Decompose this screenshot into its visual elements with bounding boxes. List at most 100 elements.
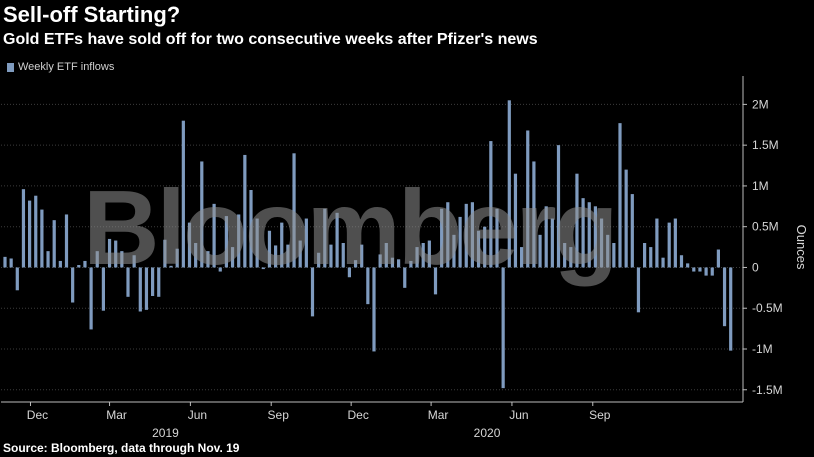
bar xyxy=(599,218,604,268)
bar xyxy=(556,145,561,268)
chart-subtitle: Gold ETFs have sold off for two consecut… xyxy=(3,31,538,48)
bar xyxy=(452,234,456,268)
y-axis-title: Ounces xyxy=(794,225,809,270)
bar xyxy=(237,214,241,268)
bar xyxy=(587,202,591,268)
bar xyxy=(40,209,44,268)
bar xyxy=(169,265,173,268)
y-tick-label: -1M xyxy=(752,342,773,356)
bar xyxy=(643,243,647,268)
bar xyxy=(384,243,388,268)
bar xyxy=(83,260,87,268)
bar xyxy=(9,258,13,268)
bar xyxy=(538,234,542,268)
bar xyxy=(280,222,284,268)
bar xyxy=(335,212,339,268)
bar xyxy=(581,198,585,268)
chart-title: Sell-off Starting? xyxy=(3,2,181,27)
bar xyxy=(58,260,62,268)
bar xyxy=(526,130,530,268)
bar xyxy=(520,247,524,268)
bar xyxy=(89,267,93,330)
bar xyxy=(317,252,321,268)
bar xyxy=(310,267,315,317)
bar xyxy=(446,202,450,268)
bar xyxy=(200,161,204,268)
bar xyxy=(77,265,81,268)
x-tick-label: Dec xyxy=(27,408,48,422)
bar xyxy=(476,230,481,268)
bar xyxy=(483,226,487,268)
bar xyxy=(618,123,622,268)
bar xyxy=(292,153,296,268)
bar xyxy=(569,247,573,268)
bar xyxy=(397,259,401,268)
bar xyxy=(243,154,247,268)
bar xyxy=(636,267,641,313)
bar xyxy=(692,267,696,272)
bar xyxy=(507,100,511,268)
bar xyxy=(120,251,124,268)
x-tick-label: Sep xyxy=(268,408,290,422)
bar xyxy=(513,173,518,268)
bar xyxy=(489,141,493,268)
bar xyxy=(612,243,616,268)
x-year-label: 2020 xyxy=(474,426,501,440)
bar xyxy=(46,251,50,268)
watermark: Bloomberg xyxy=(83,169,615,287)
bar xyxy=(267,230,272,268)
bar xyxy=(249,190,253,268)
bar xyxy=(673,218,677,268)
legend: Weekly ETF inflows xyxy=(7,61,114,73)
axes: 2M 1.5M 1M 0.5M 0 -0.5M -1M -1.5M Dec Mar Jun Sep De… xyxy=(1,76,809,440)
bar xyxy=(261,267,265,270)
bar xyxy=(298,240,302,268)
x-tick-label: Dec xyxy=(347,408,368,422)
bar xyxy=(427,240,431,268)
x-tick-label: Mar xyxy=(106,408,127,422)
bar xyxy=(255,218,259,268)
bar xyxy=(157,267,161,297)
bar xyxy=(95,251,99,268)
bar xyxy=(532,161,536,268)
bar xyxy=(686,263,690,268)
bar xyxy=(421,243,425,268)
bar xyxy=(132,255,136,268)
y-tick-label: -0.5M xyxy=(752,301,783,315)
bar xyxy=(64,214,69,268)
y-tick-label: 0 xyxy=(752,260,759,274)
bar xyxy=(464,203,468,268)
x-tick-label: Jun xyxy=(509,408,528,422)
bar xyxy=(212,203,216,268)
bar xyxy=(433,267,438,295)
bar xyxy=(403,267,407,288)
bar xyxy=(218,267,222,272)
bar xyxy=(501,267,505,389)
bar xyxy=(101,267,105,311)
x-tick-label: Jun xyxy=(188,408,207,422)
bar xyxy=(107,238,112,268)
bar xyxy=(415,247,419,268)
x-tick-label: Sep xyxy=(589,408,611,422)
bar xyxy=(286,244,290,268)
bar xyxy=(52,220,56,268)
bar xyxy=(563,243,567,268)
bar xyxy=(34,195,38,268)
bar xyxy=(372,267,376,352)
bar xyxy=(114,240,118,268)
bar xyxy=(458,216,462,268)
bar xyxy=(667,222,671,268)
bar xyxy=(28,200,32,268)
bar xyxy=(544,206,548,268)
bar xyxy=(624,169,628,268)
bar xyxy=(194,243,198,268)
bar xyxy=(175,248,179,268)
x-tick-label: Mar xyxy=(428,408,449,422)
bar xyxy=(710,267,714,276)
bar xyxy=(378,254,382,268)
bar xyxy=(353,260,358,268)
bar xyxy=(698,267,702,272)
bar xyxy=(138,267,142,312)
bar xyxy=(606,234,610,268)
